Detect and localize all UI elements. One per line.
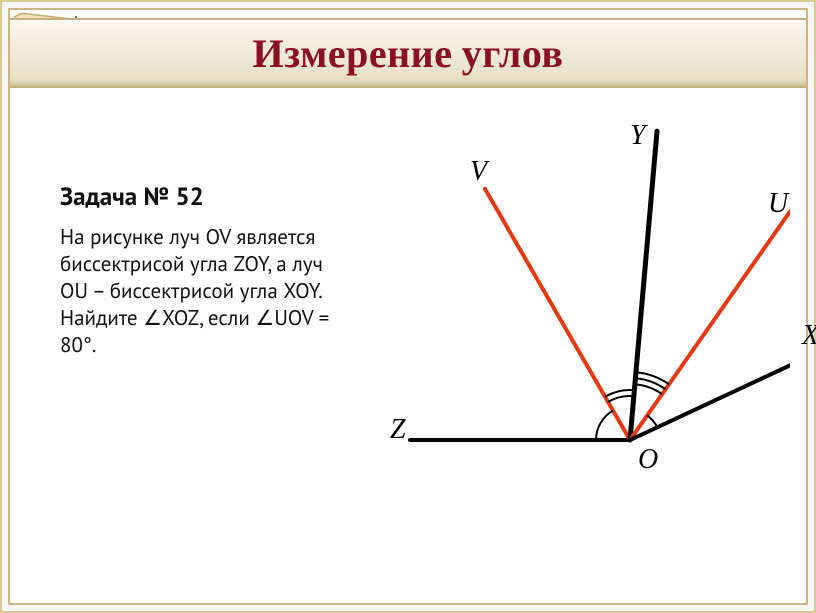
content-area: Задача № 52 На рисунке луч OV является б… (30, 110, 786, 583)
problem-block: Задача № 52 На рисунке луч OV является б… (60, 180, 330, 358)
origin-label: O (638, 444, 658, 476)
ray-Y (630, 131, 657, 440)
problem-title: Задача № 52 (60, 180, 330, 212)
page-title: Измерение углов (253, 30, 564, 77)
ray-label-Z: Z (390, 414, 406, 446)
ray-U (630, 211, 790, 440)
ray-X (630, 347, 790, 440)
angle-arc (596, 411, 613, 440)
problem-text: На рисунке луч OV является биссектрисой … (60, 224, 330, 358)
ray-label-Y: Y (630, 120, 646, 152)
ray-label-X: X (802, 320, 816, 352)
angle-arc (647, 415, 657, 427)
ray-label-U: U (768, 188, 788, 220)
angle-arc (608, 396, 634, 402)
angle-diagram: ZVYUXO (370, 120, 790, 480)
ray-label-V: V (470, 156, 487, 188)
header-bar: Измерение углов (10, 18, 806, 88)
